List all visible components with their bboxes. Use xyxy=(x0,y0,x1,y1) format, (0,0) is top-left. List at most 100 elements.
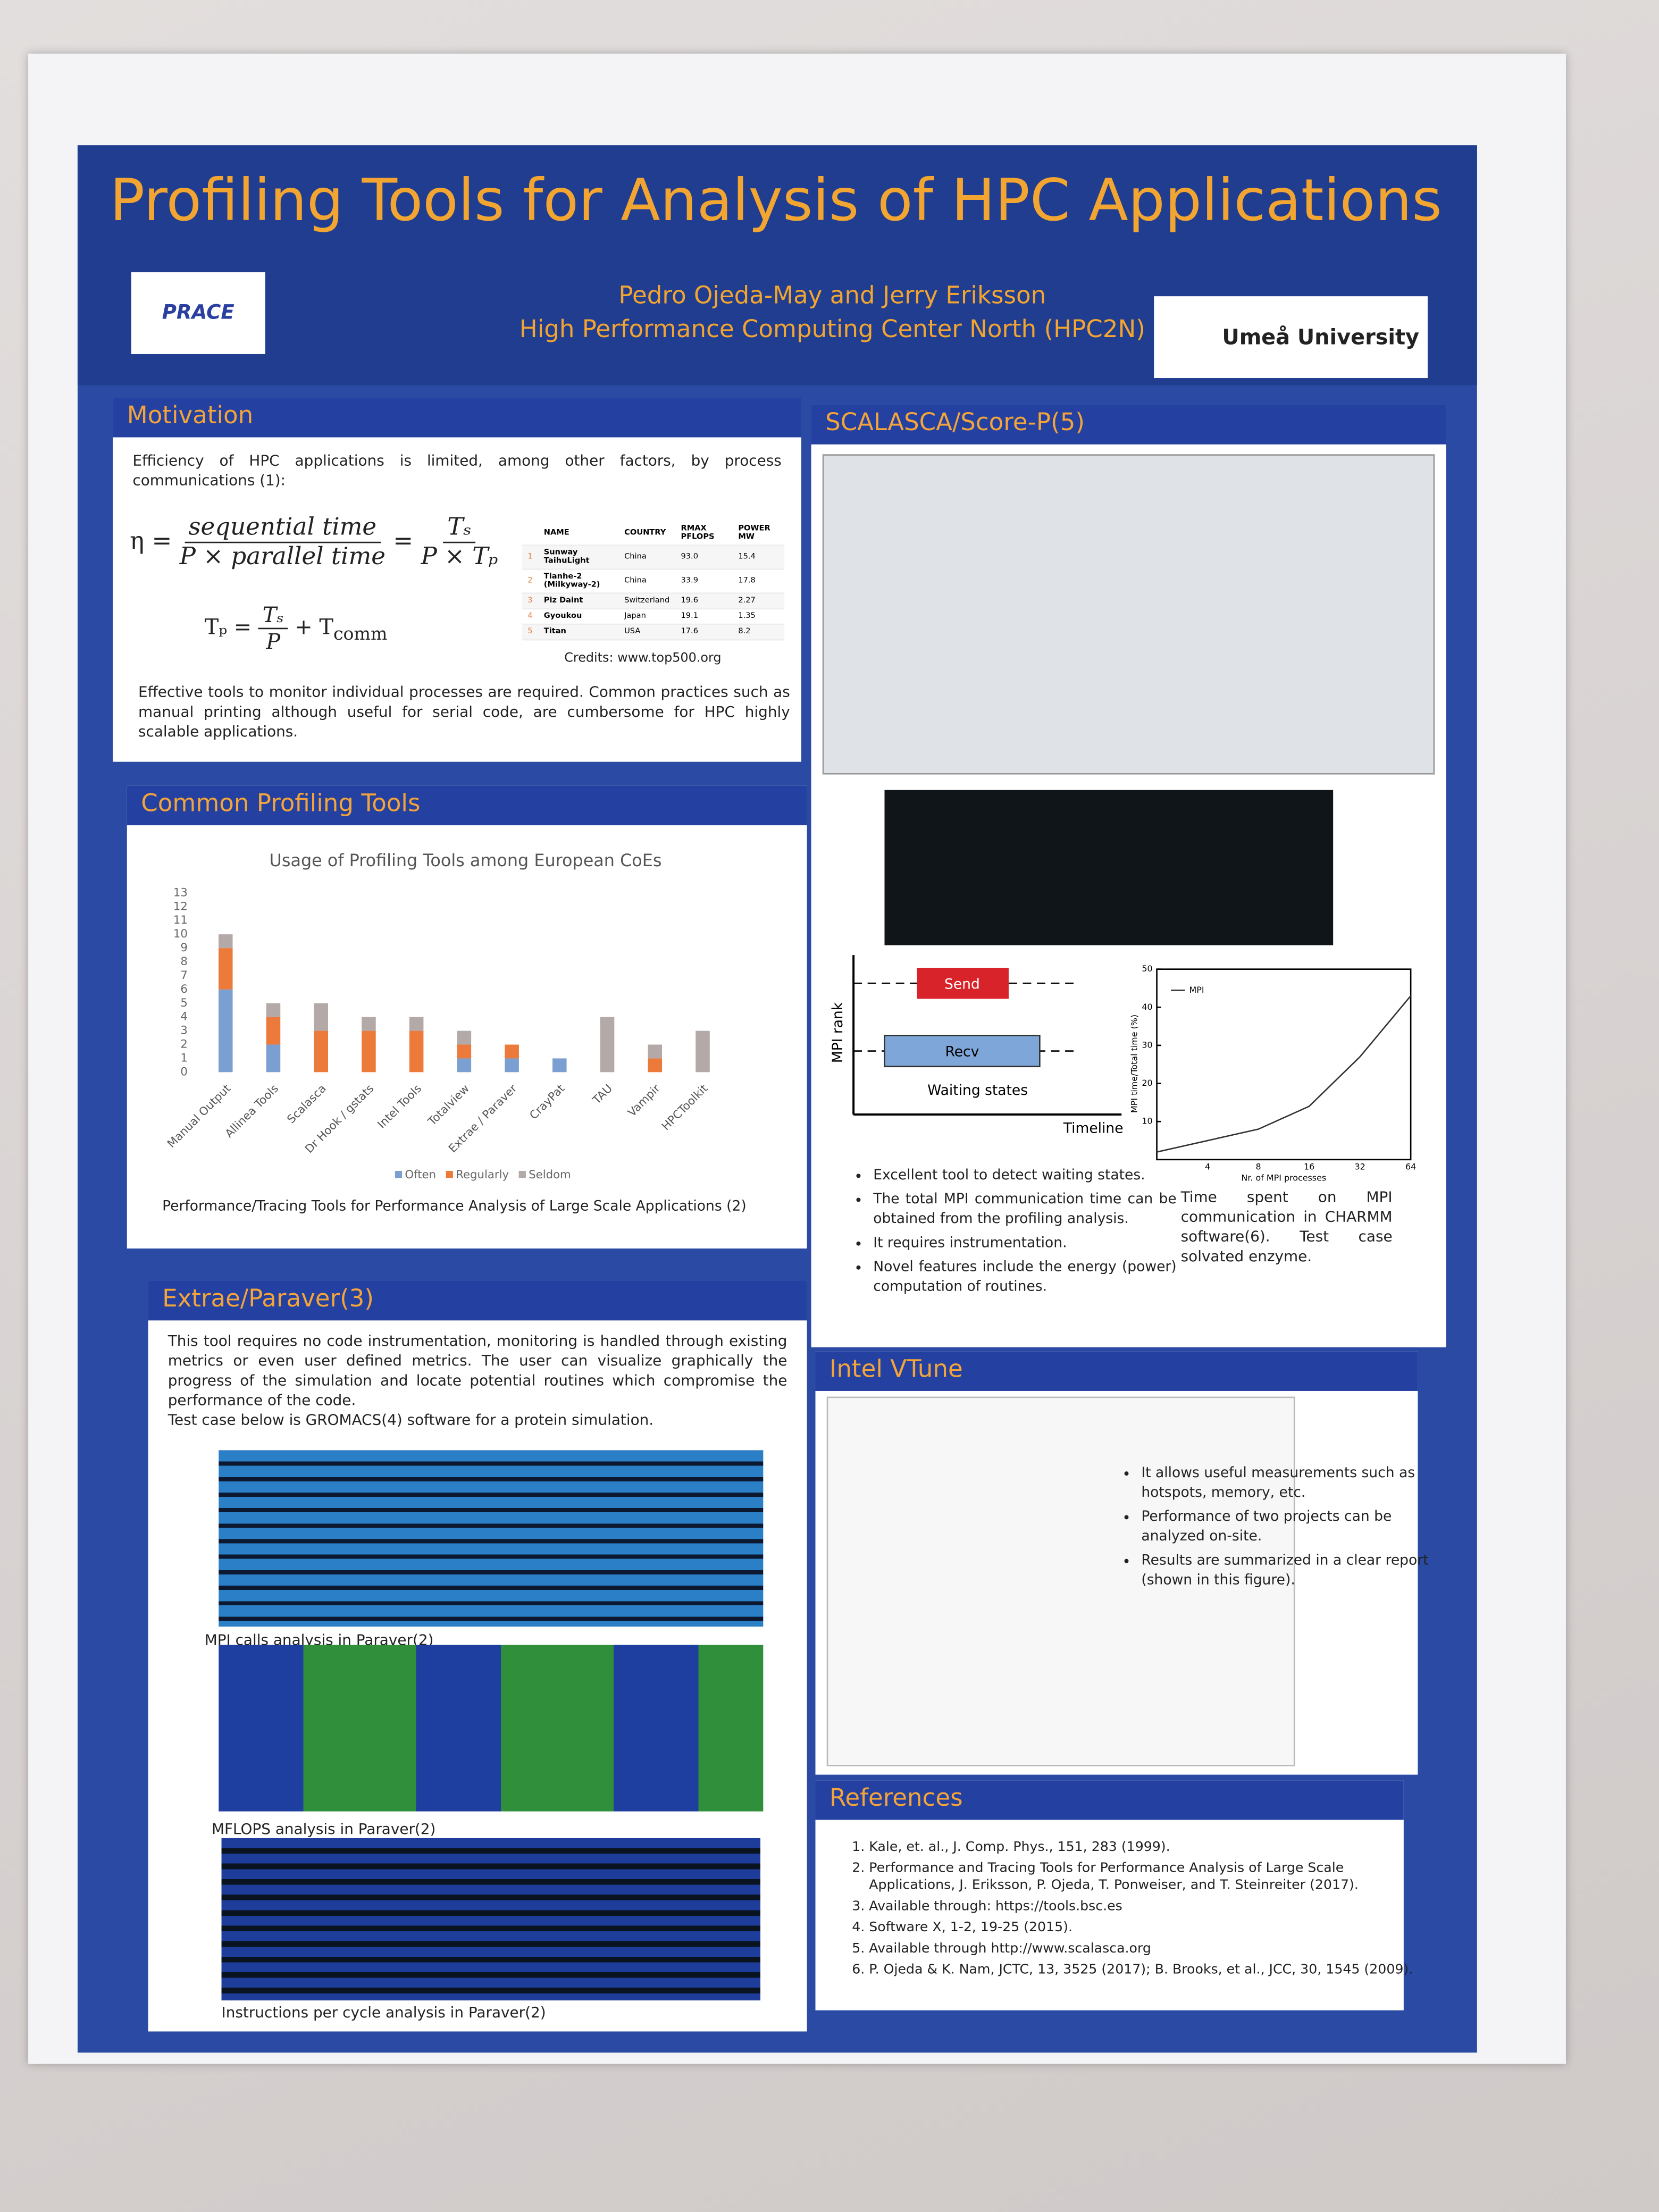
x-tick-label: Scalasca xyxy=(284,1082,329,1126)
bar-segment xyxy=(266,1044,281,1073)
bar-segment xyxy=(409,1017,424,1031)
bar-segment xyxy=(266,1017,281,1045)
y-tick-label: 10 xyxy=(1142,1116,1152,1126)
table-cell: Sunway TaihuLight xyxy=(538,545,619,570)
eq-text: + T xyxy=(295,614,333,640)
credits: Credits: www.top500.org xyxy=(564,651,722,666)
send-box xyxy=(917,968,1009,999)
equation: η = sequential time P × parallel time = T… xyxy=(130,514,498,572)
y-tick-label: 40 xyxy=(1142,1002,1152,1012)
bar-segment xyxy=(600,1017,615,1073)
x-tick-label: Manual Output xyxy=(165,1082,233,1151)
chart-title: Usage of Profiling Tools among European … xyxy=(270,850,662,870)
vtune-section: Intel VTune It allows useful measurement… xyxy=(815,1351,1429,1775)
header-cell: POWER MW xyxy=(732,522,785,546)
eq-text: Tₛ xyxy=(443,514,476,543)
bar-segment xyxy=(457,1030,472,1045)
table-row: 3 Piz Daint Switzerland 19.6 2.27 xyxy=(522,593,785,610)
x-tick-label: 64 xyxy=(1405,1161,1416,1171)
eq-text: P xyxy=(266,629,281,655)
table-cell: 4 xyxy=(522,608,539,625)
fraction: Tₛ P × Tₚ xyxy=(421,514,498,572)
authors: Pedro Ojeda-May and Jerry Eriksson xyxy=(618,282,1046,311)
table-cell: Piz Daint xyxy=(538,593,619,610)
y-tick-label: 4 xyxy=(180,1010,188,1024)
plot-frame xyxy=(1156,968,1412,1161)
list-item: Results are summarized in a clear report… xyxy=(1141,1552,1437,1591)
y-tick-label: 13 xyxy=(173,886,188,899)
table-cell: 2.27 xyxy=(732,593,785,610)
x-tick-label: CrayPat xyxy=(527,1082,567,1122)
legend-label: MPI xyxy=(1189,985,1204,995)
waiting-diagram: Send Recv Waiting states Timeline MPI ra… xyxy=(830,955,1124,1136)
y-tick-label: 3 xyxy=(180,1024,188,1037)
bar-segment xyxy=(362,1030,376,1073)
screenshot xyxy=(884,790,1334,945)
list-item: Software X, 1-2, 19-25 (2015). xyxy=(869,1920,1419,1937)
bar-segment xyxy=(314,1003,328,1031)
caption: Instructions per cycle analysis in Parav… xyxy=(221,2005,546,2022)
top500-table: NAME COUNTRY RMAX PFLOPS POWER MW 1 Sunway Ta… xyxy=(522,522,785,641)
bar-segment xyxy=(505,1058,519,1073)
y-tick-label: 2 xyxy=(180,1038,188,1051)
caption: MFLOPS analysis in Paraver(2) xyxy=(211,1821,436,1838)
x-tick-label: Totalview xyxy=(425,1082,472,1129)
y-tick-label: 5 xyxy=(180,996,188,1010)
screenshot xyxy=(221,1838,761,2001)
legend-label: Seldom xyxy=(529,1168,571,1182)
bar-segment xyxy=(505,1044,519,1059)
eq-text: P × parallel time xyxy=(179,543,386,572)
list-item: The total MPI communication time can be … xyxy=(873,1191,1176,1230)
list-item: Available through http://www.scalasca.or… xyxy=(869,1941,1419,1958)
x-tick-label: 4 xyxy=(1205,1161,1210,1171)
list-item: P. Ojeda & K. Nam, JCTC, 13, 3525 (2017)… xyxy=(869,1962,1419,1979)
table-cell: 1 xyxy=(522,545,539,570)
screenshot xyxy=(219,1645,764,1812)
table-row: 1 Sunway TaihuLight China 93.0 15.4 xyxy=(522,545,785,570)
y-axis-label: MPI time/Total time (%) xyxy=(1129,1015,1139,1113)
table-cell: 17.6 xyxy=(675,624,733,641)
screenshot xyxy=(826,1396,1295,1766)
list-item: It allows useful measurements such as ho… xyxy=(1141,1464,1437,1504)
table-cell: 3 xyxy=(522,593,539,610)
table-header: NAME COUNTRY RMAX PFLOPS POWER MW xyxy=(522,522,785,546)
y-tick-label: 30 xyxy=(1142,1040,1152,1050)
x-axis-label: Nr. of MPI processes xyxy=(1241,1173,1326,1183)
eq-text: η = xyxy=(130,527,172,556)
list-item: Novel features include the energy (power… xyxy=(873,1259,1176,1298)
bar-segment xyxy=(409,1030,424,1073)
reference-list: Kale, et. al., J. Comp. Phys., 151, 283 … xyxy=(832,1840,1419,1984)
section-heading: Common Profiling Tools xyxy=(127,785,807,826)
bar-chart: Usage of Profiling Tools among European … xyxy=(165,850,710,1182)
header-cell: COUNTRY xyxy=(618,522,675,546)
y-tick-label: 9 xyxy=(180,941,188,954)
y-tick-label: 8 xyxy=(180,955,188,968)
eq-text: Tₚ = xyxy=(204,614,252,640)
fraction: Tₛ P xyxy=(258,602,288,655)
equation: Tₚ = Tₛ P + Tcomm xyxy=(205,602,388,655)
section-heading: SCALASCA/Score-P(5) xyxy=(811,405,1446,445)
bar-segment xyxy=(552,1058,567,1073)
table-cell: 19.6 xyxy=(675,593,733,610)
list-item: It requires instrumentation. xyxy=(873,1234,1176,1254)
screenshot xyxy=(219,1450,764,1627)
table-cell: 5 xyxy=(522,624,539,641)
section-heading: Extrae/Paraver(3) xyxy=(148,1281,807,1321)
x-tick-label: Intel Tools xyxy=(375,1082,424,1132)
bullet-list: Excellent tool to detect waiting states.… xyxy=(836,1167,1176,1302)
table-cell: China xyxy=(618,545,675,570)
table-cell: 15.4 xyxy=(732,545,785,570)
profiling-section: Common Profiling Tools Performance/Traci… xyxy=(127,785,807,1249)
paragraph: Test case below is GROMACS(4) software f… xyxy=(167,1412,654,1429)
table-cell: 1.35 xyxy=(732,608,785,625)
bar-segment xyxy=(457,1058,472,1073)
list-item: Performance of two projects can be analy… xyxy=(1141,1508,1437,1547)
x-tick-label: 32 xyxy=(1354,1161,1365,1171)
x-tick-label: HPCToolkit xyxy=(659,1082,710,1133)
table-cell: China xyxy=(618,569,675,594)
eq-text: = xyxy=(393,527,414,556)
note: Time spent on MPI communication in CHARM… xyxy=(1180,1189,1393,1266)
